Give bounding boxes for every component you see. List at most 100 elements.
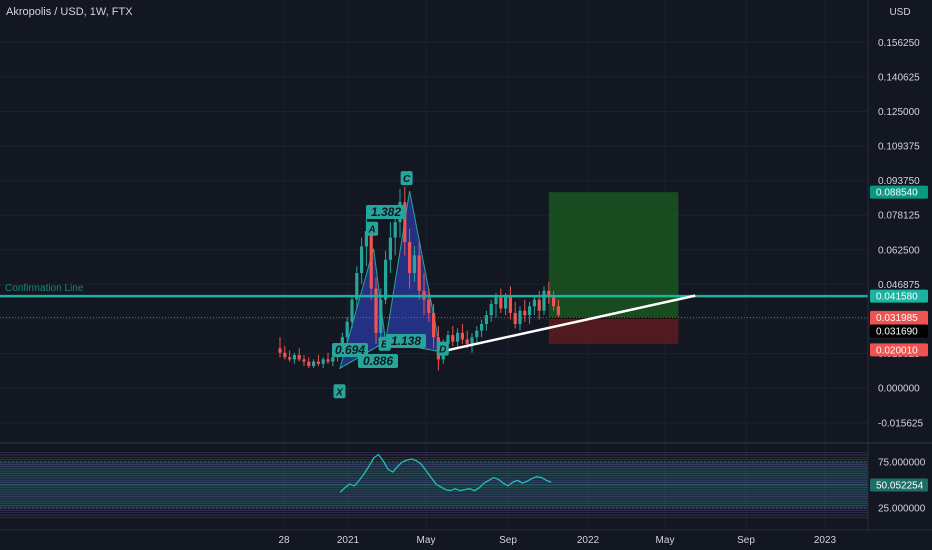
price-tag: 0.031690 xyxy=(876,327,918,338)
price-tick-label: 0.062500 xyxy=(878,245,920,256)
time-tick-label: Sep xyxy=(737,535,755,546)
candle-body xyxy=(345,321,349,338)
candle-body xyxy=(528,306,532,316)
price-tag-bg xyxy=(870,324,928,338)
candle-body xyxy=(278,348,282,353)
candle-body xyxy=(369,230,373,289)
price-tick-label: 0.093750 xyxy=(878,176,920,187)
price-tag-bg xyxy=(870,343,928,357)
confirmation-line-label: Confirmation Line xyxy=(5,283,84,294)
candle-body xyxy=(288,357,292,360)
candle-body xyxy=(388,237,392,260)
candle-body xyxy=(542,290,546,311)
candle-body xyxy=(427,299,431,313)
time-tick-label: 2021 xyxy=(337,535,360,546)
candle-body xyxy=(456,332,460,342)
position-zones xyxy=(548,192,679,344)
candle-body xyxy=(340,337,344,349)
candle-body xyxy=(504,295,508,309)
time-axis[interactable]: 28 2021 May Sep 2022 May Sep 2023 xyxy=(0,529,932,546)
candle-body xyxy=(408,242,412,274)
point-label-c: C xyxy=(403,174,411,185)
candle-body xyxy=(374,288,378,333)
price-axis[interactable]: USD 0.156250 0.140625 0.125000 0.109375 0.093… xyxy=(867,0,928,530)
candle-body xyxy=(460,332,464,340)
candle-body xyxy=(513,312,517,324)
ratio-label-0886-box xyxy=(358,354,398,368)
candle-body xyxy=(494,297,498,305)
candle-body xyxy=(350,299,354,322)
ratio-label-1382: 1.382 xyxy=(371,205,401,219)
point-label-d: D xyxy=(439,345,446,356)
candle-body xyxy=(446,335,450,344)
candle-body xyxy=(484,315,488,324)
candle-body xyxy=(547,290,551,298)
rsi-pane xyxy=(0,442,932,518)
point-label-x: X xyxy=(335,387,344,398)
candle-body xyxy=(316,361,320,364)
price-tick-label: 0.140625 xyxy=(878,72,920,83)
price-tick-label: -0.015625 xyxy=(878,418,923,429)
candle-body xyxy=(331,357,335,362)
candle-body xyxy=(451,335,455,342)
candle-body xyxy=(312,361,316,367)
candle-body xyxy=(302,359,306,362)
candle-body xyxy=(523,310,527,316)
stop-zone xyxy=(548,318,679,344)
candle-body xyxy=(489,304,493,316)
candle-body xyxy=(480,323,484,331)
price-tag: 0.031985 xyxy=(876,313,918,324)
candle-body xyxy=(393,222,397,238)
candle-body xyxy=(403,202,407,243)
candle-body xyxy=(475,330,479,338)
price-tick-label: 0.046875 xyxy=(878,280,920,291)
price-tick-label: 0.156250 xyxy=(878,38,920,49)
candle-body xyxy=(384,259,388,300)
support-trendline xyxy=(440,294,696,353)
rsi-tick-label: 75.000000 xyxy=(878,457,926,468)
candle-body xyxy=(432,312,436,338)
candle-body xyxy=(355,273,359,300)
point-label-b: B xyxy=(381,340,388,351)
candle-body xyxy=(321,359,325,364)
candle-body xyxy=(508,295,512,313)
candle-body xyxy=(326,359,330,362)
time-tick-label: May xyxy=(417,535,436,546)
price-tag-bg xyxy=(870,185,928,199)
symbol-title: Akropolis / USD, 1W, FTX xyxy=(6,6,133,18)
time-tick-label: 2023 xyxy=(814,535,837,546)
ratio-label-0694: 0.694 xyxy=(335,343,365,357)
point-label-c-box xyxy=(400,171,413,186)
rsi-tag: 50.052254 xyxy=(876,480,924,491)
candle-body xyxy=(499,297,503,309)
ratio-label-0886: 0.886 xyxy=(363,354,393,368)
point-label-d-box xyxy=(436,341,449,356)
currency-label: USD xyxy=(889,7,910,18)
target-zone xyxy=(548,192,679,319)
rsi-tick-label: 25.000000 xyxy=(878,504,926,515)
candle-body xyxy=(283,352,287,358)
point-label-a-box xyxy=(366,221,379,236)
candle-body xyxy=(470,337,474,344)
point-label-a: A xyxy=(367,225,375,236)
price-tick-label: 0.109375 xyxy=(878,142,920,153)
point-label-x-box xyxy=(333,384,346,399)
price-tag: 0.020010 xyxy=(876,345,918,356)
ratio-label-0694-box xyxy=(332,343,368,357)
price-tag: 0.088540 xyxy=(876,188,918,199)
time-tick-label: May xyxy=(656,535,675,546)
candle-body xyxy=(297,354,301,360)
time-tick-label: Sep xyxy=(499,535,517,546)
rsi-line xyxy=(339,453,552,493)
rsi-tag-bg xyxy=(870,478,928,492)
ratio-label-1138: 1.138 xyxy=(391,334,421,348)
price-tag: 0.041580 xyxy=(876,292,918,303)
candle-body xyxy=(552,297,556,307)
time-tick-label: 2022 xyxy=(577,535,600,546)
ratio-label-1138-box xyxy=(386,334,426,348)
price-tick-label: 0.000000 xyxy=(878,384,920,395)
candle-body xyxy=(379,299,383,333)
price-tick-label: 0.078125 xyxy=(878,211,920,222)
